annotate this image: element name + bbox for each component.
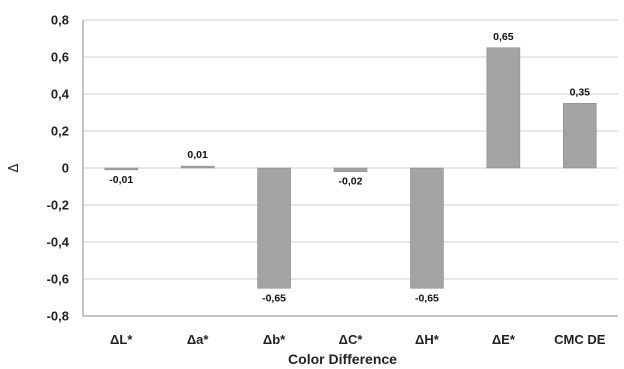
x-category-label: ΔL* (110, 332, 133, 347)
bar (180, 165, 215, 169)
data-label: -0,02 (339, 176, 363, 188)
data-labels: -0,01 0,01 -0,65 -0,02 -0,65 0,65 0,35 (109, 31, 590, 305)
bar (486, 47, 521, 169)
y-tick-label: 0 (62, 161, 69, 176)
data-label: -0,65 (415, 292, 439, 304)
data-label: 0,65 (493, 31, 514, 43)
y-tick-label: 0,4 (51, 87, 70, 102)
x-category-labels: ΔL* Δa* Δb* ΔC* ΔH* ΔE* CMC DE (110, 332, 606, 347)
data-label: 0,35 (570, 86, 591, 98)
y-axis-title: Δ (7, 163, 22, 172)
bars (104, 47, 597, 289)
y-tick-label: 0,2 (51, 124, 69, 139)
bar (410, 167, 444, 289)
y-tick-label: 0,8 (51, 13, 69, 28)
bar (333, 167, 368, 172)
bar (562, 102, 597, 169)
data-label: -0,01 (109, 174, 133, 186)
data-label: 0,01 (187, 149, 208, 161)
x-axis-title: Color Difference (288, 351, 397, 367)
x-category-label: ΔC* (339, 332, 364, 347)
bar (257, 167, 291, 289)
x-category-label: Δa* (187, 332, 210, 347)
x-category-label: Δb* (263, 332, 286, 347)
y-tick-label: -0,4 (47, 235, 70, 250)
x-category-label: CMC DE (554, 332, 606, 347)
data-label: -0,65 (262, 292, 286, 304)
axes (82, 20, 618, 317)
bar (104, 167, 139, 171)
y-tick-label: -0,8 (47, 309, 69, 324)
y-tick-label: -0,6 (47, 272, 69, 287)
x-category-label: ΔH* (415, 332, 440, 347)
y-tick-label: -0,2 (47, 198, 69, 213)
y-tick-label: 0,6 (51, 50, 69, 65)
x-category-label: ΔE* (492, 332, 516, 347)
y-tick-labels: 0,8 0,6 0,4 0,2 0 -0,2 -0,4 -0,6 -0,8 (47, 13, 70, 324)
